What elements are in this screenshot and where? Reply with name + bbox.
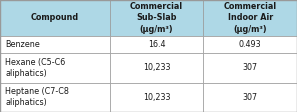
Bar bbox=[110, 83, 203, 112]
Text: Commercial
Sub-Slab
(μg/m³): Commercial Sub-Slab (μg/m³) bbox=[130, 2, 183, 33]
Text: 16.4: 16.4 bbox=[148, 40, 165, 49]
Text: Hexane (C5-C6
aliphatics): Hexane (C5-C6 aliphatics) bbox=[5, 58, 66, 78]
Bar bbox=[203, 53, 297, 83]
Text: Compound: Compound bbox=[31, 13, 79, 22]
Bar bbox=[203, 36, 297, 53]
Bar bbox=[110, 36, 203, 53]
Text: 10,233: 10,233 bbox=[143, 93, 170, 102]
Bar bbox=[110, 0, 203, 36]
Text: 307: 307 bbox=[243, 63, 258, 72]
Text: 0.493: 0.493 bbox=[239, 40, 262, 49]
Text: Heptane (C7-C8
aliphatics): Heptane (C7-C8 aliphatics) bbox=[5, 87, 69, 107]
Bar bbox=[0, 0, 110, 36]
Bar bbox=[0, 53, 110, 83]
Text: Benzene: Benzene bbox=[5, 40, 40, 49]
Bar bbox=[110, 53, 203, 83]
Bar bbox=[0, 36, 110, 53]
Bar bbox=[203, 0, 297, 36]
Bar bbox=[203, 83, 297, 112]
Text: 10,233: 10,233 bbox=[143, 63, 170, 72]
Bar bbox=[0, 83, 110, 112]
Text: 307: 307 bbox=[243, 93, 258, 102]
Text: Commercial
Indoor Air
(μg/m³): Commercial Indoor Air (μg/m³) bbox=[224, 2, 277, 33]
